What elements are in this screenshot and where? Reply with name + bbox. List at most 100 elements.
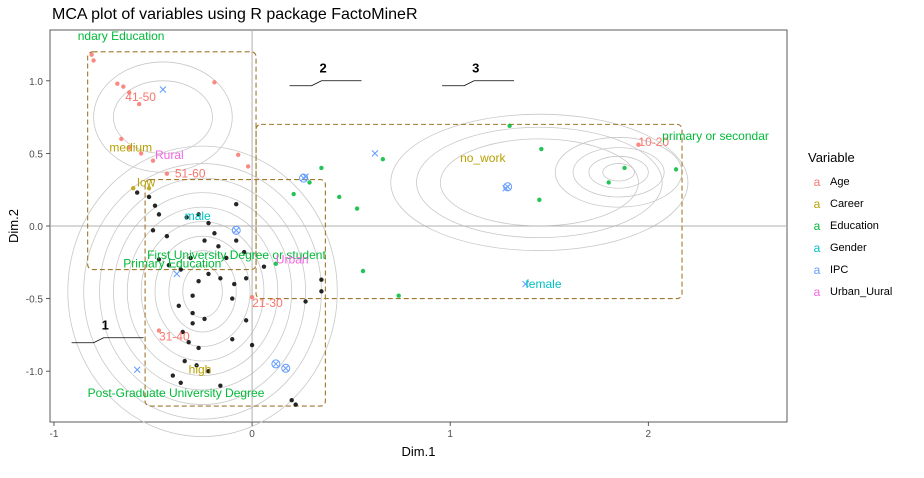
data-point	[291, 191, 296, 197]
category-label: medium	[109, 141, 152, 155]
legend-item: a Age	[808, 171, 918, 193]
ipc-marker	[522, 280, 529, 288]
data-point	[138, 151, 144, 156]
y-tick-label: 0.0	[29, 222, 43, 233]
callout-leader	[289, 80, 362, 87]
data-point	[319, 165, 324, 171]
y-tick-label: 1.0	[29, 77, 43, 88]
data-point	[243, 276, 249, 281]
data-point	[293, 402, 298, 407]
x-axis-label: Dim.1	[402, 444, 436, 459]
ipc-marker-ring	[281, 363, 291, 373]
legend-item: a Education	[808, 215, 918, 237]
data-point	[150, 158, 156, 163]
category-label: no_work	[460, 151, 506, 165]
data-point	[190, 321, 195, 326]
y-tick-label: 0.5	[29, 149, 43, 160]
data-point	[182, 358, 187, 364]
data-point	[202, 238, 207, 243]
ipc-marker-stroke	[173, 270, 181, 278]
data-point	[131, 186, 136, 191]
data-point	[164, 171, 170, 176]
data-point	[212, 80, 217, 85]
data-point	[230, 296, 235, 301]
data-point	[289, 398, 294, 403]
data-point	[606, 180, 611, 185]
data-point	[89, 52, 94, 57]
data-point	[319, 277, 324, 282]
category-label: 51-60	[175, 167, 206, 181]
ipc-marker-ring	[503, 182, 513, 192]
data-point	[196, 345, 201, 351]
category-label: 21-30	[252, 296, 283, 310]
ipc-marker-stroke	[282, 364, 290, 372]
data-point	[396, 293, 401, 298]
data-point	[234, 202, 239, 207]
data-point	[196, 212, 201, 217]
legend-title: Variable	[808, 150, 855, 165]
data-point	[537, 197, 542, 203]
data-point	[150, 228, 156, 233]
data-point	[249, 342, 255, 348]
data-point	[170, 373, 176, 378]
ipc-marker	[231, 225, 241, 235]
data-point	[636, 142, 641, 147]
data-point	[194, 363, 199, 368]
data-point	[206, 220, 211, 226]
data-point	[673, 167, 679, 172]
callout-label: 3	[472, 61, 479, 76]
chart-title: MCA plot of variables using R package Fa…	[52, 6, 418, 23]
zero-reference-lines	[50, 30, 787, 422]
ipc-marker-stroke	[300, 174, 307, 182]
contour-line	[168, 250, 237, 333]
legend-label: Gender	[830, 242, 867, 254]
category-label: ndary Education	[78, 29, 165, 43]
legend-item: a Career	[808, 193, 918, 215]
y-tick-label: -0.5	[26, 295, 44, 306]
ipc-marker-stroke	[504, 183, 512, 191]
group-boxes	[87, 51, 683, 407]
category-label: 10-20	[638, 135, 669, 149]
contour-line	[67, 145, 338, 437]
data-point	[166, 263, 172, 268]
legend-key: a	[813, 285, 821, 299]
contour-line	[93, 61, 233, 173]
data-point	[186, 339, 191, 345]
legend-item: a Urban_Uural	[808, 281, 918, 303]
data-point	[360, 268, 366, 274]
y-tick-label: -1.0	[26, 367, 44, 378]
data-point	[134, 190, 140, 195]
category-label: First University Degree or student	[147, 248, 326, 262]
category-label: primary or secondar	[662, 129, 769, 143]
ipc-markers	[133, 86, 529, 374]
callout-label: 2	[320, 61, 327, 76]
data-points	[89, 52, 679, 407]
category-label: male	[185, 209, 211, 223]
ipc-marker	[271, 359, 281, 369]
data-point	[184, 215, 189, 220]
contour-line	[140, 221, 265, 362]
legend-key: a	[813, 241, 821, 255]
contour-line	[112, 80, 213, 154]
data-point	[119, 136, 124, 142]
legend-label: Career	[830, 198, 864, 210]
contour-line	[602, 163, 635, 182]
ipc-marker-stroke	[159, 86, 167, 93]
ipc-marker	[133, 366, 141, 374]
legend-label: IPC	[830, 264, 849, 276]
data-point	[224, 255, 229, 261]
data-point	[190, 293, 195, 298]
data-point	[196, 278, 201, 284]
data-point	[507, 123, 512, 129]
data-point	[206, 368, 211, 374]
data-point	[176, 303, 181, 309]
category-label: Urban	[276, 252, 309, 266]
ipc-marker	[159, 86, 167, 93]
ipc-marker	[299, 173, 309, 183]
contour-line	[126, 206, 279, 376]
legend-key: a	[813, 175, 821, 189]
ipc-marker	[371, 150, 379, 157]
data-point	[234, 238, 239, 243]
ipc-marker	[503, 182, 513, 192]
